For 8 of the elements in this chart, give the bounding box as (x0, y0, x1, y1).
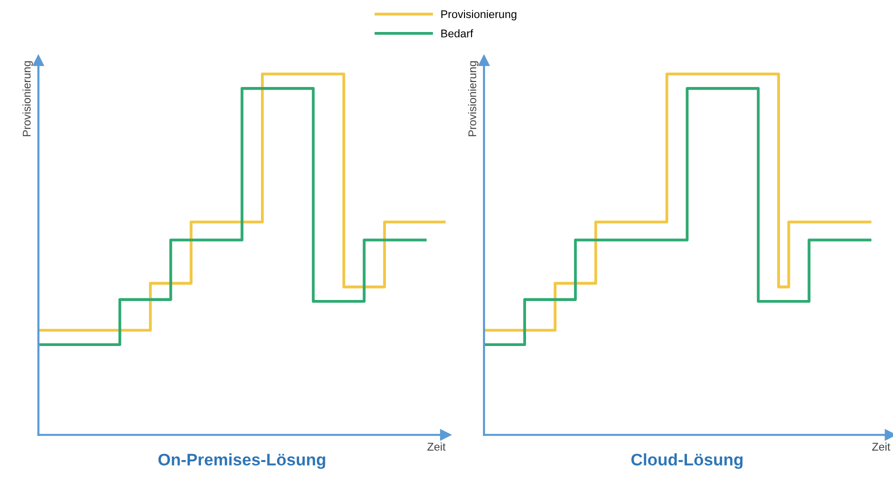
x-axis-title: Zeit (872, 442, 890, 451)
y-axis-title: Provisionierung (22, 61, 33, 136)
x-axis-title: Zeit (427, 442, 446, 451)
text: Provisionierung (441, 10, 516, 20)
y-axis-title: Provisionierung (468, 61, 478, 136)
text: Cloud-Lösung (631, 453, 743, 469)
text: Bedarf (441, 29, 474, 38)
text: On-Premises-Lösung (158, 453, 326, 469)
